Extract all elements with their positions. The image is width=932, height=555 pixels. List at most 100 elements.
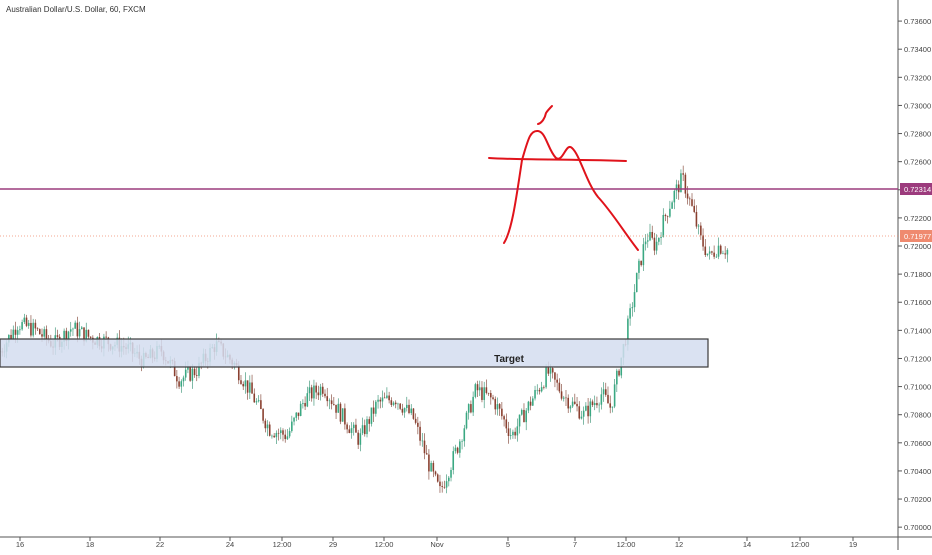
candle-body: [538, 389, 541, 392]
candle-body: [357, 432, 359, 445]
candle-body: [178, 381, 180, 387]
candle-body: [72, 328, 74, 330]
candle-body: [686, 193, 689, 199]
candle-body: [490, 393, 492, 398]
last-price-tag: [900, 230, 932, 242]
candle-body: [456, 447, 459, 453]
candle-body: [467, 404, 470, 413]
candle-body: [63, 330, 65, 342]
time-tick-label: 12: [675, 540, 683, 549]
candle-body: [547, 367, 550, 374]
target-zone[interactable]: [0, 338, 709, 368]
candle-body: [16, 330, 19, 335]
candle-body: [45, 329, 48, 339]
candle-body: [255, 401, 258, 403]
candle-body: [671, 202, 673, 209]
candle-body: [545, 367, 547, 388]
price-tick-label: 0.72600: [904, 158, 931, 167]
candle-body: [23, 317, 26, 323]
candle-body: [520, 409, 523, 415]
candle-body: [711, 251, 713, 253]
candle-body: [328, 400, 331, 402]
candle-body: [41, 334, 43, 337]
candle-body: [527, 401, 530, 411]
time-tick-label: 14: [743, 540, 751, 549]
candle-body: [198, 362, 200, 376]
candle-body: [27, 322, 30, 326]
candle-body: [306, 393, 309, 407]
candle-body: [260, 400, 262, 410]
candle-body: [383, 397, 386, 399]
candle-body: [21, 322, 23, 330]
candle-body: [388, 395, 390, 401]
candle-body: [465, 412, 468, 429]
candle-body: [505, 419, 508, 429]
price-tick-label: 0.71200: [904, 354, 931, 363]
candle-body: [651, 231, 654, 238]
candle-body: [512, 431, 514, 436]
candle-body: [421, 440, 424, 442]
candle-body: [695, 211, 698, 227]
price-tick-label: 0.73400: [904, 45, 931, 54]
price-tick-label: 0.70200: [904, 495, 931, 504]
candle-body: [359, 433, 362, 445]
candle-body: [669, 208, 671, 217]
candle-body: [501, 408, 503, 417]
time-tick-label: 29: [329, 540, 337, 549]
candle-body: [576, 403, 578, 407]
price-tick-label: 0.70400: [904, 467, 931, 476]
candle-body: [187, 367, 189, 370]
candle-body: [717, 245, 720, 257]
candle-body: [470, 404, 472, 413]
candle-body: [483, 387, 485, 400]
candle-body: [518, 414, 521, 427]
candle-body: [655, 241, 658, 251]
time-tick-label: 19: [849, 540, 857, 549]
candle-body: [585, 405, 587, 411]
candle-body: [341, 408, 344, 422]
candle-body: [410, 408, 413, 414]
candle-body: [282, 430, 284, 435]
candle-body: [30, 322, 32, 336]
candle-body: [397, 403, 399, 405]
candle-body: [191, 368, 194, 381]
candle-body: [642, 244, 645, 266]
candle-body: [611, 406, 614, 408]
candle-body: [436, 474, 439, 482]
time-tick-label: 12:00: [273, 540, 292, 549]
candle-body: [286, 436, 289, 440]
candle-body: [529, 401, 532, 406]
candle-body: [78, 329, 81, 337]
candle-body: [417, 422, 419, 427]
time-tick-label: 12:00: [791, 540, 810, 549]
candle-body: [602, 389, 605, 395]
candle-body: [275, 432, 278, 438]
candle-body: [330, 400, 333, 405]
candle-body: [496, 404, 499, 410]
candle-body: [675, 184, 678, 191]
candle-body: [288, 431, 291, 437]
candle-body: [355, 424, 357, 433]
price-tick-label: 0.71400: [904, 326, 931, 335]
candle-body: [613, 384, 616, 407]
candle-body: [549, 368, 552, 374]
candle-body: [273, 435, 275, 438]
price-tick-label: 0.70600: [904, 439, 931, 448]
candle-body: [485, 387, 488, 393]
candle-body: [83, 327, 85, 342]
candle-body: [598, 404, 600, 406]
candle-body: [691, 199, 693, 206]
drawn-price-path: [503, 129, 639, 251]
candle-body: [279, 430, 282, 434]
candle-body: [313, 385, 315, 399]
candle-body: [565, 397, 567, 399]
hand-drawn-projection[interactable]: [488, 105, 639, 251]
candle-body: [474, 384, 477, 397]
candle-body: [450, 470, 452, 478]
candle-body: [43, 329, 46, 337]
candle-body: [682, 173, 684, 175]
candle-body: [715, 256, 718, 258]
price-tick-label: 0.73000: [904, 101, 931, 110]
